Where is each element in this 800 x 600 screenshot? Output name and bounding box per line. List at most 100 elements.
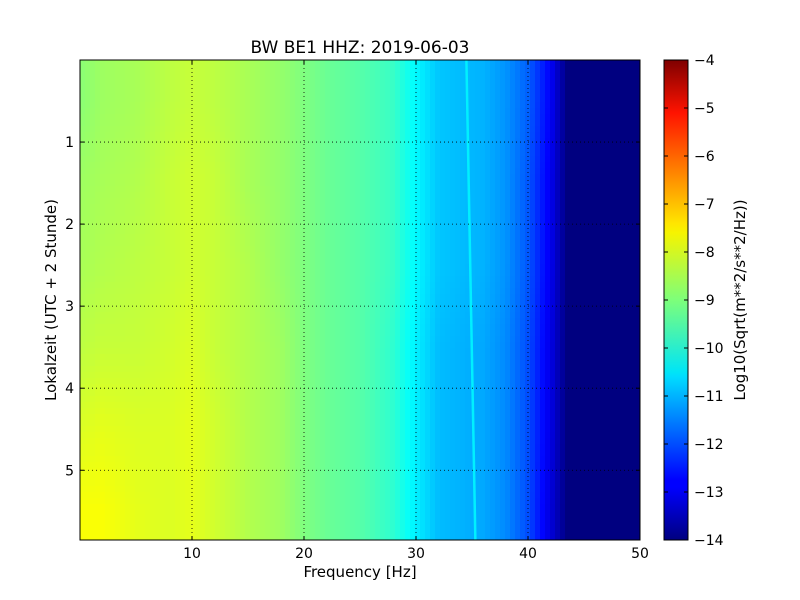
heatmap-cell <box>190 270 196 277</box>
heatmap-cell <box>195 192 201 199</box>
heatmap-cell <box>165 168 171 175</box>
heatmap-cell <box>455 72 461 79</box>
heatmap-cell <box>610 162 616 169</box>
heatmap-cell <box>460 216 466 223</box>
heatmap-cell <box>320 162 326 169</box>
heatmap-cell <box>260 192 266 199</box>
heatmap-cell <box>625 306 631 313</box>
heatmap-cell <box>405 126 411 133</box>
heatmap-cell <box>615 234 621 241</box>
heatmap-cell <box>505 240 511 247</box>
heatmap-cell <box>490 120 496 127</box>
heatmap-cell <box>550 180 556 187</box>
heatmap-cell <box>425 90 431 97</box>
heatmap-cell <box>595 78 601 85</box>
heatmap-cell <box>595 264 601 271</box>
heatmap-cell <box>290 270 296 277</box>
heatmap-cell <box>425 312 431 319</box>
heatmap-cell <box>390 204 396 211</box>
heatmap-cell <box>175 240 181 247</box>
heatmap-cell <box>285 186 291 193</box>
heatmap-cell <box>245 222 251 229</box>
heatmap-cell <box>580 252 586 259</box>
heatmap-cell <box>170 276 176 283</box>
heatmap-cell <box>505 234 511 241</box>
heatmap-cell <box>560 198 566 205</box>
heatmap-cell <box>565 90 571 97</box>
heatmap-cell <box>95 156 101 163</box>
heatmap-cell <box>455 276 461 283</box>
heatmap-cell <box>585 312 591 319</box>
heatmap-cell <box>390 138 396 145</box>
heatmap-cell <box>195 66 201 73</box>
heatmap-cell <box>150 114 156 121</box>
heatmap-cell <box>550 288 556 295</box>
heatmap-cell <box>205 216 211 223</box>
heatmap-cell <box>325 312 331 319</box>
heatmap-cell <box>360 276 366 283</box>
heatmap-cell <box>535 96 541 103</box>
heatmap-cell <box>520 222 526 229</box>
heatmap-cell <box>115 84 121 91</box>
heatmap-cell <box>200 144 206 151</box>
heatmap-cell <box>515 294 521 301</box>
heatmap-cell <box>580 210 586 217</box>
heatmap-cell <box>560 282 566 289</box>
heatmap-cell <box>580 162 586 169</box>
heatmap-cell <box>605 180 611 187</box>
heatmap-cell <box>110 228 116 235</box>
heatmap-cell <box>200 312 206 319</box>
heatmap-cell <box>140 156 146 163</box>
heatmap-cell <box>90 198 96 205</box>
heatmap-cell <box>570 168 576 175</box>
heatmap-cell <box>415 78 421 85</box>
heatmap-cell <box>240 300 246 307</box>
heatmap-cell <box>410 186 416 193</box>
heatmap-cell <box>540 120 546 127</box>
heatmap-cell <box>525 96 531 103</box>
heatmap-cell <box>185 270 191 277</box>
heatmap-cell <box>125 144 131 151</box>
heatmap-cell <box>430 114 436 121</box>
heatmap-cell <box>320 192 326 199</box>
heatmap-cell <box>395 96 401 103</box>
heatmap-cell <box>505 66 511 73</box>
heatmap-cell <box>225 96 231 103</box>
heatmap-cell <box>620 174 626 181</box>
heatmap-cell <box>630 198 636 205</box>
heatmap-cell <box>560 186 566 193</box>
heatmap-cell <box>600 114 606 121</box>
heatmap-cell <box>355 90 361 97</box>
heatmap-cell <box>330 282 336 289</box>
heatmap-cell <box>170 282 176 289</box>
heatmap-cell <box>150 192 156 199</box>
heatmap-cell <box>260 264 266 271</box>
heatmap-cell <box>355 72 361 79</box>
heatmap-cell <box>420 114 426 121</box>
heatmap-cell <box>320 156 326 163</box>
heatmap-cell <box>290 324 296 331</box>
heatmap-cell <box>380 90 386 97</box>
heatmap-cell <box>390 210 396 217</box>
heatmap-cell <box>405 114 411 121</box>
heatmap-cell <box>345 144 351 151</box>
heatmap-cell <box>470 318 476 325</box>
heatmap-cell <box>95 96 101 103</box>
heatmap-cell <box>270 306 276 313</box>
heatmap-cell <box>590 150 596 157</box>
heatmap-cell <box>485 288 491 295</box>
heatmap-cell <box>400 270 406 277</box>
heatmap-cell <box>390 156 396 163</box>
heatmap-cell <box>375 126 381 133</box>
heatmap-cell <box>95 252 101 259</box>
heatmap-cell <box>455 168 461 175</box>
heatmap-cell <box>80 246 86 253</box>
heatmap-cell <box>450 108 456 115</box>
heatmap-cell <box>455 282 461 289</box>
heatmap-cell <box>490 282 496 289</box>
heatmap-cell <box>160 204 166 211</box>
heatmap-cell <box>315 264 321 271</box>
heatmap-cell <box>480 306 486 313</box>
heatmap-cell <box>225 162 231 169</box>
heatmap-cell <box>560 120 566 127</box>
